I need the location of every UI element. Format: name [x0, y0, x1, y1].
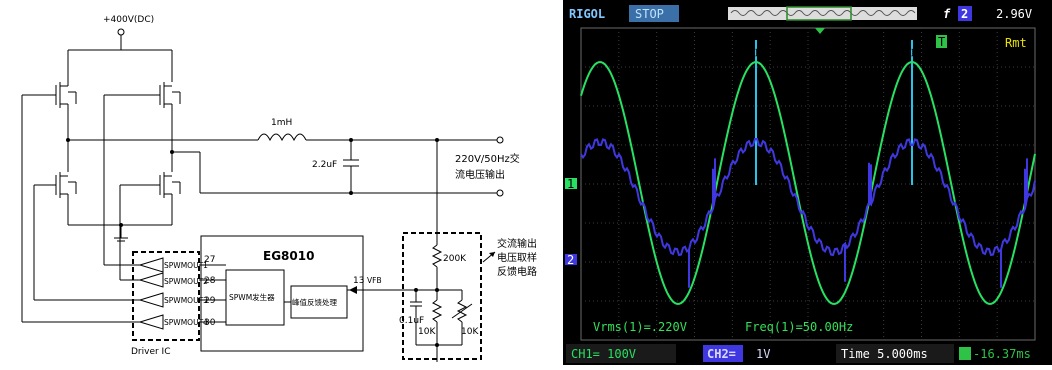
ch1-ground-marker [565, 178, 577, 189]
sampling-label-1: 交流输出 [497, 237, 537, 250]
sample-point-label-1: 取样点 [755, 47, 785, 60]
trigger-level-label: 2.96V [996, 7, 1032, 21]
pin-30: 30 [204, 318, 216, 328]
sampling-label-2: 电压取样 [497, 251, 537, 264]
driver-ic-box [132, 251, 200, 341]
freq-measurement: Freq(1)=50.00Hz [745, 320, 853, 334]
driver-ic-label: Driver IC [131, 347, 171, 357]
output-terminal-top [496, 136, 504, 144]
memory-window [786, 6, 852, 21]
time-scale-box[interactable] [836, 344, 954, 363]
mosfet-left-high [22, 82, 77, 120]
ch1-marker-label: 1 [567, 177, 574, 191]
resistor-10k [431, 299, 443, 323]
ch2-waveform [580, 138, 1036, 288]
vfb-label: VFB [367, 276, 382, 285]
trigger-offset-label: -16.37ms [973, 347, 1031, 361]
pin-27: 27 [204, 255, 215, 265]
ch2-label: CH2= [707, 347, 736, 361]
trigger-position-marker [815, 28, 825, 34]
inverter-schematic: +400V(DC) 1mH 2.2uF 220V/50Hz交 流电压输出 EG8… [21, 15, 537, 362]
trigger-channel-label: 2 [961, 7, 968, 21]
memory-bar[interactable] [728, 7, 917, 20]
status-label: STOP [635, 7, 664, 21]
ch1-scale-label: CH1= 100V [571, 347, 636, 361]
ch2-badge[interactable] [703, 345, 743, 362]
spwmout4-label: SPWMOUT4 [164, 318, 208, 327]
potentiometer-10k [456, 299, 468, 323]
ch1-scale-box[interactable] [566, 344, 676, 363]
mosfet-right-low [120, 172, 181, 225]
spwm-generator-block [225, 269, 285, 326]
supply-terminal [117, 28, 125, 36]
trigger-level-marker [936, 35, 947, 48]
brand-label: RIGOL [569, 7, 605, 21]
inductor [257, 133, 307, 142]
mosfet-right-high [104, 82, 181, 152]
resistor-200k [431, 244, 443, 268]
trigger-offset-icon [959, 347, 971, 360]
pot-10k-label: 10K [461, 327, 479, 337]
ch2-scale-label: 1V [756, 347, 770, 361]
math-label: Rmt [1005, 36, 1027, 50]
output-terminal-bottom [496, 189, 504, 197]
ch2-ground-marker [565, 254, 577, 265]
capacitor-label: 2.2uF [312, 160, 337, 170]
ch1-waveform [580, 61, 1036, 305]
eg8010-chip [200, 235, 364, 352]
trigger-channel-badge [958, 6, 972, 21]
spwmout3-label: SPWMOUT3 [164, 296, 208, 305]
capacitor-0.1uf-label: 0.1uF [399, 316, 424, 326]
trigger-marker-label: T [938, 35, 945, 49]
spwm-block-label: SPWM发生器 [229, 292, 275, 302]
spwmout2-label: SPWMOUT2 [164, 277, 208, 286]
sampling-box [402, 232, 482, 360]
pin-29: 29 [204, 296, 216, 306]
output-label-line2: 流电压输出 [455, 168, 505, 181]
ch2-marker-label: 2 [567, 253, 574, 267]
supply-label: +400V(DC) [103, 15, 154, 25]
resistor-10k-label: 10K [418, 327, 436, 337]
sampling-label-3: 反馈电路 [497, 265, 537, 278]
time-scale-label: Time 5.000ms [841, 347, 928, 361]
feedback-block-label: 峰值反馈处理 [292, 297, 337, 307]
trigger-slope-icon: f [943, 7, 951, 21]
spwmout1-label: SPWMOUT1 [164, 261, 208, 270]
pin-28: 28 [204, 276, 216, 286]
oscilloscope-screen: RIGOL STOP f 2 2.96V 取样点 取样点 T Rmt 1 2 V… [563, 0, 1052, 365]
inductor-label: 1mH [271, 118, 292, 128]
chip-name: EG8010 [263, 249, 314, 263]
resistor-200k-label: 200K [443, 254, 467, 264]
sample-point-label-2: 取样点 [911, 47, 941, 60]
mosfet-left-low [34, 172, 77, 225]
vfb-pin-number: 13 [353, 276, 364, 286]
status-badge [629, 5, 679, 22]
vrms-measurement: Vrms(1)=.220V [593, 320, 687, 334]
output-label-line1: 220V/50Hz交 [455, 152, 520, 165]
